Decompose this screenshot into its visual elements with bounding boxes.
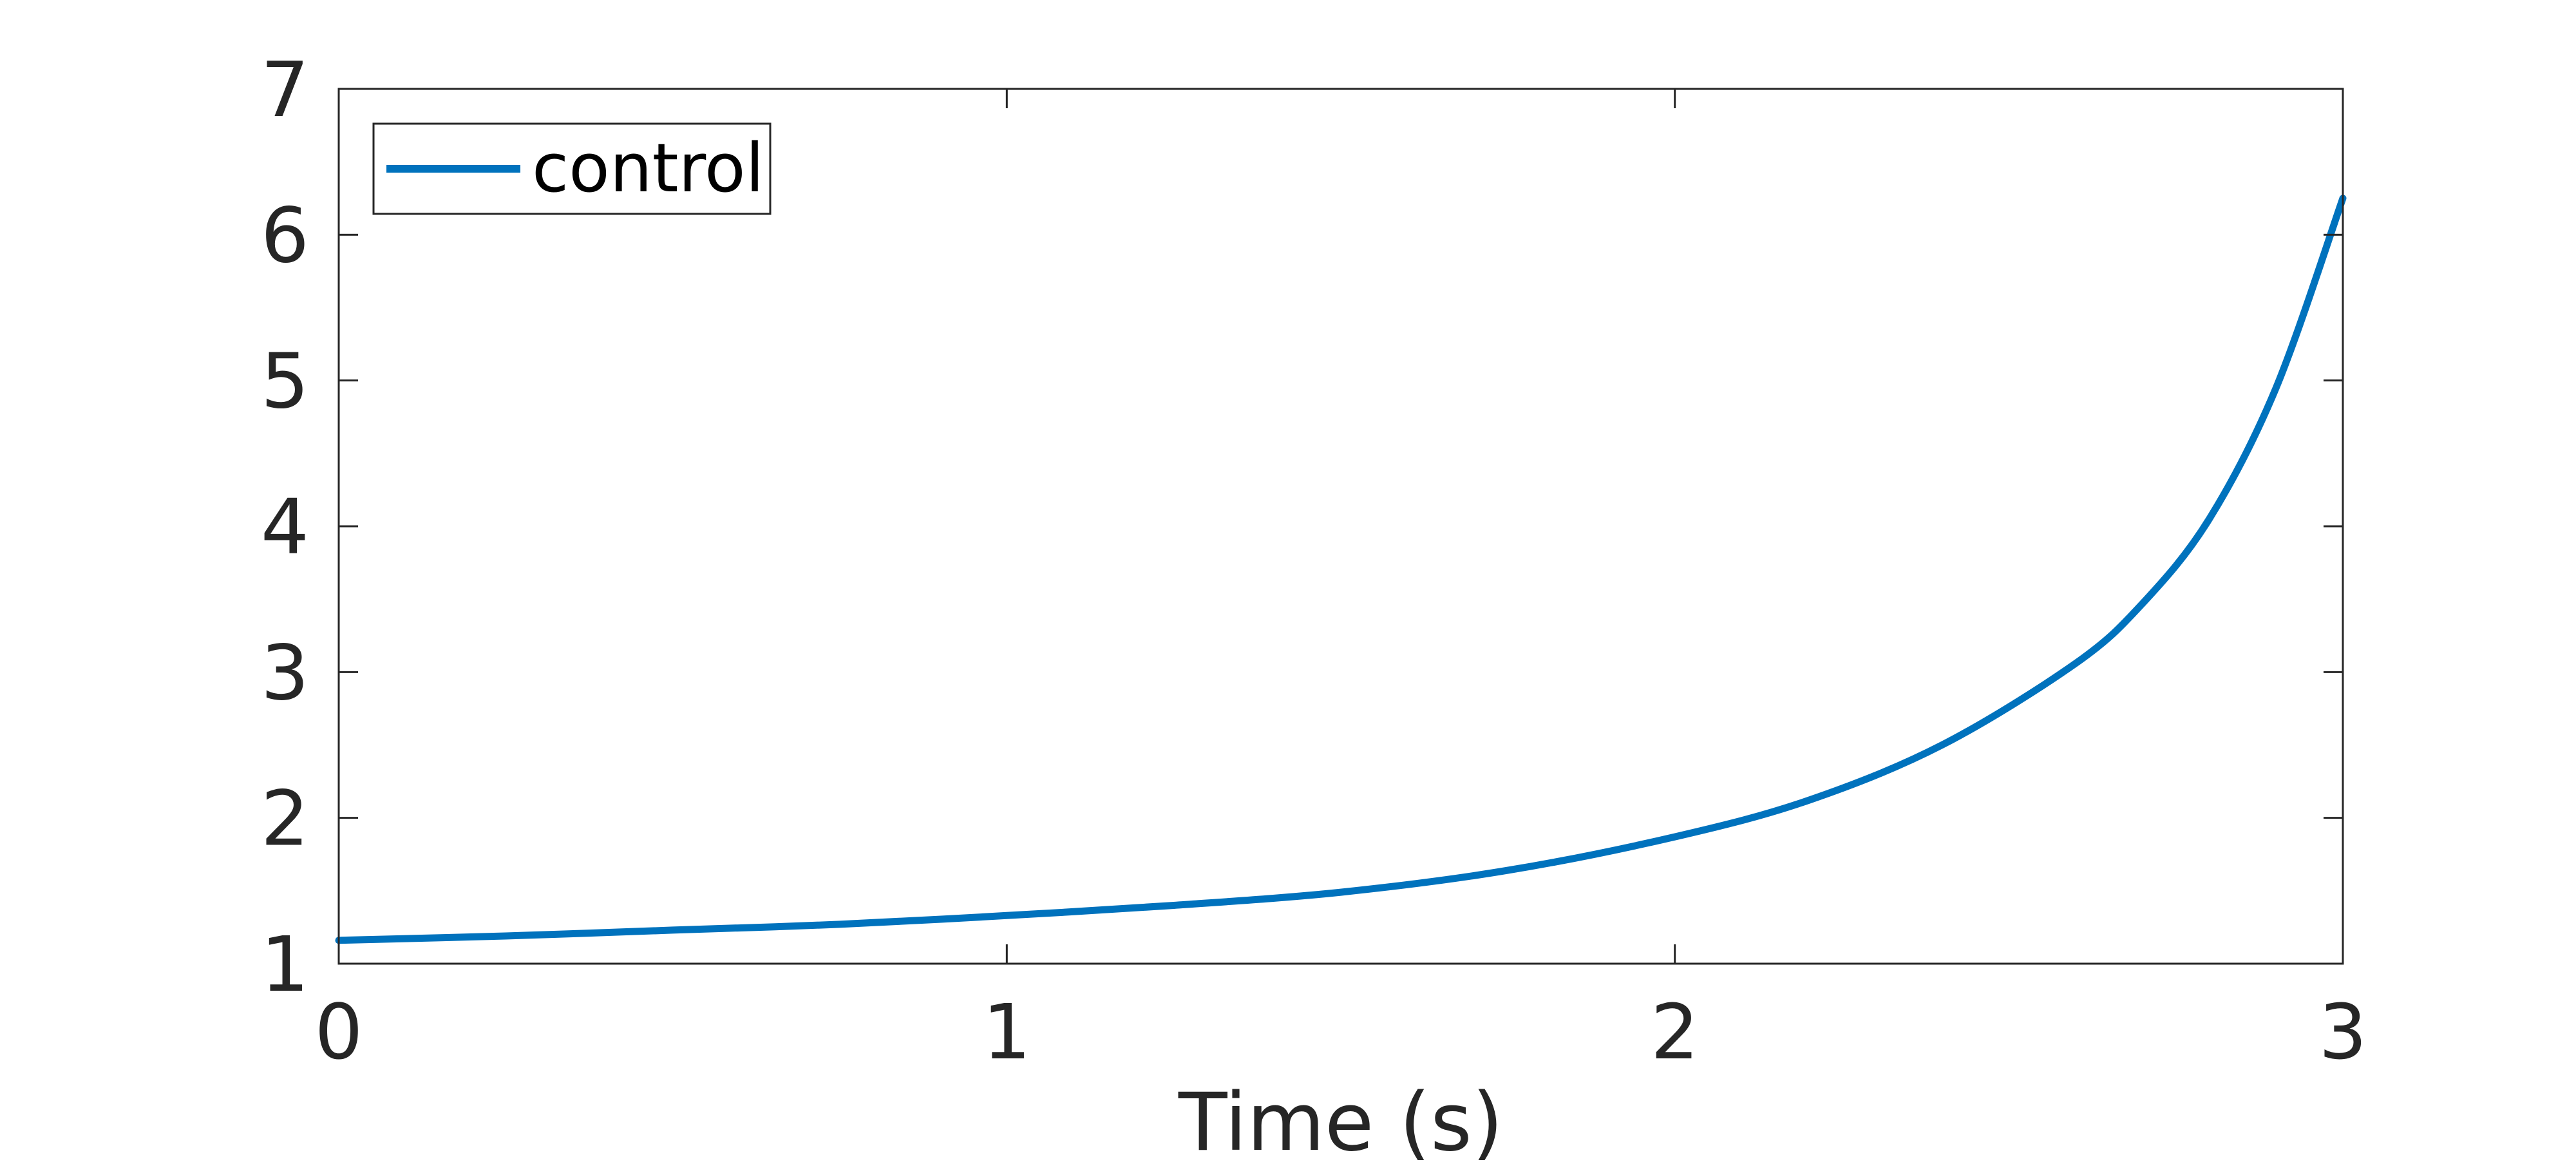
- legend-label-control: control: [532, 129, 764, 207]
- y-tick-label: 4: [261, 482, 309, 571]
- axis-ticks: [337, 88, 2344, 965]
- y-tick-label: 2: [261, 774, 309, 863]
- y-tick-label: 6: [261, 191, 309, 280]
- x-tick-label: 0: [314, 987, 363, 1076]
- plot-area: [335, 195, 2347, 944]
- y-tick-label: 7: [261, 45, 309, 134]
- x-tick-label: 3: [2318, 987, 2367, 1076]
- y-tick-label: 1: [261, 920, 309, 1009]
- x-axis-label: Time (s): [1178, 1076, 1503, 1164]
- axes-frame: [337, 88, 2344, 965]
- x-tick-label: 1: [983, 987, 1031, 1076]
- y-tick-label: 5: [261, 337, 309, 426]
- y-tick-label: 3: [261, 628, 309, 717]
- x-tick-label: 2: [1651, 987, 1699, 1076]
- legend: control: [372, 122, 772, 215]
- series-line-control: [335, 195, 2347, 944]
